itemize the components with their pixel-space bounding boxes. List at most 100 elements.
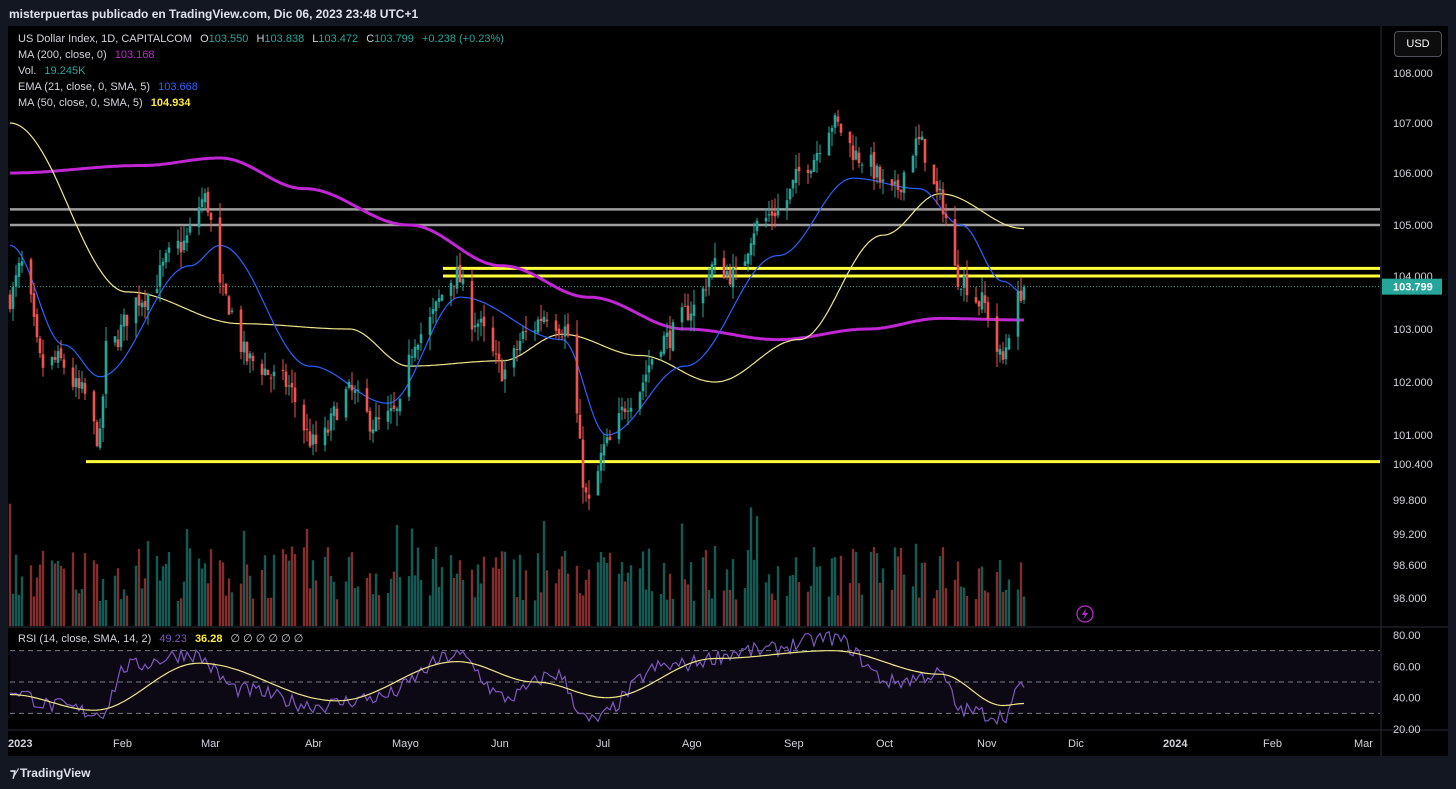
- candle-body: [764, 217, 768, 222]
- candle-body: [8, 294, 12, 310]
- lightning-icon[interactable]: [1076, 605, 1094, 623]
- candle-body: [686, 305, 690, 321]
- chart-svg[interactable]: 108.000107.000106.000105.000104.000103.0…: [8, 26, 1448, 756]
- volume-bar: [659, 593, 663, 626]
- time-tick-label: Mar: [1354, 738, 1373, 750]
- volume-bar: [59, 565, 63, 626]
- candle-body: [125, 314, 129, 326]
- volume-bar: [326, 547, 330, 626]
- volume-bar: [578, 593, 582, 626]
- candle-body: [599, 452, 603, 471]
- volume-bar: [143, 578, 147, 626]
- candle-body: [785, 200, 789, 209]
- candle-body: [809, 170, 813, 174]
- ma200-label: MA (200, close, 0): [18, 49, 107, 61]
- candle-body: [791, 179, 795, 189]
- candle-body: [878, 166, 882, 183]
- volume-bar: [731, 559, 735, 626]
- volume-bar: [293, 553, 297, 626]
- ohlc-change: +0.238 (+0.23%): [421, 33, 504, 45]
- volume-bar: [305, 528, 309, 626]
- candle-body: [290, 382, 294, 388]
- candle-body: [482, 316, 486, 327]
- tradingview-logo[interactable]: ⁊⁄ TradingView: [10, 766, 90, 780]
- candle-body: [896, 179, 900, 191]
- candle-body: [701, 288, 705, 304]
- volume-bar: [122, 589, 126, 626]
- candle-body: [872, 152, 876, 179]
- candle-body: [629, 407, 633, 412]
- volume-bar: [371, 594, 375, 626]
- volume-bar: [629, 565, 633, 626]
- volume-bar: [458, 560, 462, 626]
- volume-bar: [980, 566, 984, 626]
- volume-bar: [689, 562, 693, 626]
- time-tick-label: Jun: [491, 738, 509, 750]
- candle-body: [788, 188, 792, 200]
- candle-body: [251, 355, 255, 362]
- volume-bar: [767, 574, 771, 626]
- candle-body: [875, 165, 879, 178]
- candle-body: [503, 369, 507, 380]
- candle-body: [797, 166, 801, 172]
- chart-frame[interactable]: 108.000 107.000 106.000 105.000 104.000 103.0…: [8, 26, 1448, 756]
- volume-bar: [29, 565, 33, 626]
- volume-bar: [1016, 589, 1020, 626]
- candle-body: [77, 378, 81, 389]
- candle-body: [545, 319, 549, 322]
- candle-body: [260, 363, 264, 375]
- volume-bar: [563, 550, 567, 626]
- candle-body: [263, 368, 267, 375]
- volume-bar: [17, 594, 21, 626]
- volume-bar: [392, 571, 396, 626]
- candle-body: [326, 429, 330, 433]
- candle-body: [941, 189, 945, 215]
- legend-volume-row[interactable]: Vol. 19.245K: [18, 63, 90, 79]
- volume-bar: [839, 555, 843, 626]
- volume-bar: [665, 599, 669, 626]
- volume-bar: [503, 551, 507, 626]
- legend-ma200-row[interactable]: MA (200, close, 0) 103.168: [18, 47, 159, 63]
- currency-button[interactable]: USD: [1394, 31, 1442, 57]
- candle-body: [707, 274, 711, 287]
- candle-body: [164, 253, 168, 263]
- volume-bar: [134, 565, 138, 626]
- legend-rsi-row[interactable]: RSI (14, close, SMA, 14, 2) 49.23 36.28 …: [18, 631, 308, 647]
- volume-bar: [608, 552, 612, 626]
- volume-bar: [356, 586, 360, 626]
- candle-body: [836, 116, 840, 122]
- volume-bar: [917, 597, 921, 626]
- candle-body: [185, 235, 189, 243]
- volume-bar: [566, 573, 570, 626]
- candle-body: [536, 319, 540, 333]
- candle-body: [1004, 347, 1008, 360]
- publisher-text: misterpuertas publicado en TradingView.c…: [9, 7, 419, 21]
- candle-body: [587, 494, 591, 499]
- ohlc-open: 103.550: [208, 33, 249, 45]
- volume-bar: [206, 583, 210, 626]
- candle-body: [932, 164, 936, 185]
- candle-body: [167, 247, 171, 253]
- candle-body: [29, 259, 33, 295]
- volume-bar: [713, 546, 717, 626]
- ema21-line: [9, 177, 1025, 436]
- candle-body: [890, 179, 894, 186]
- candle-body: [218, 217, 222, 283]
- candle-body: [311, 434, 315, 445]
- legend-ema-row[interactable]: EMA (21, close, 0, SMA, 5) 103.668: [18, 79, 203, 95]
- time-tick-label: Jul: [596, 738, 610, 750]
- price-tick-label: 101.000: [1393, 430, 1433, 442]
- candle-body: [455, 267, 459, 289]
- volume-bar: [92, 560, 96, 626]
- candle-body: [848, 131, 852, 144]
- publisher-header: misterpuertas publicado en TradingView.c…: [0, 0, 1456, 26]
- volume-bar: [416, 547, 420, 626]
- candle-body: [137, 294, 141, 306]
- candle-body: [995, 316, 999, 352]
- volume-bar: [920, 562, 924, 626]
- ohlc-c-label: C: [366, 33, 375, 45]
- legend-ma50-row[interactable]: MA (50, close, 0, SMA, 5) 104.934: [18, 95, 196, 111]
- volume-value: 19.245K: [44, 65, 86, 77]
- candle-body: [524, 330, 528, 332]
- volume-bar: [911, 586, 915, 626]
